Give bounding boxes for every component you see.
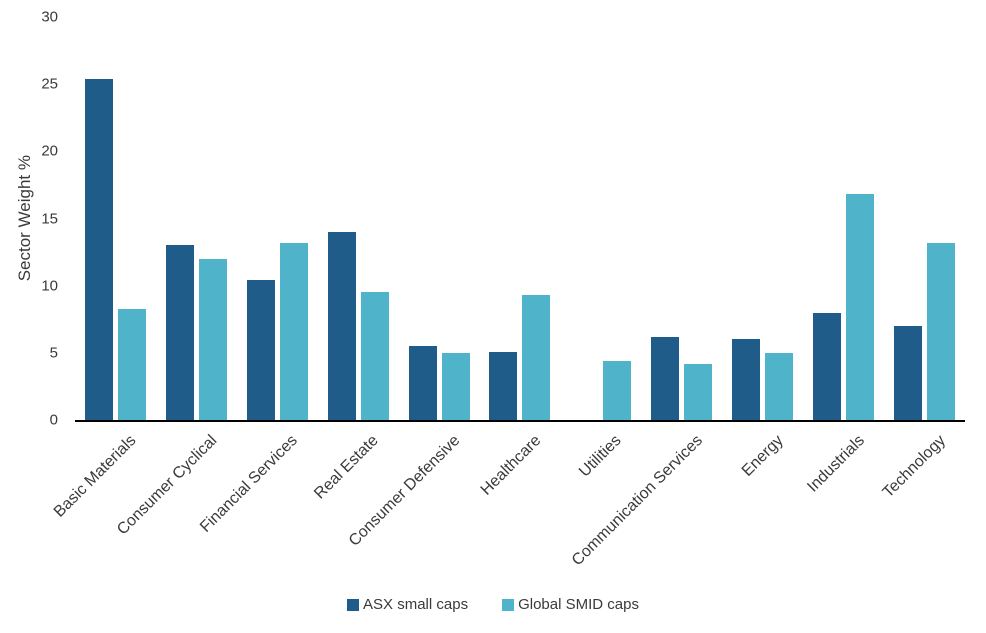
y-tick-label: 0 — [49, 411, 58, 429]
bar-group — [237, 17, 318, 420]
bar-series-0 — [246, 280, 275, 420]
bar-series-0 — [894, 325, 923, 420]
bar-series-0 — [732, 339, 761, 420]
x-axis-label: Communication Services — [568, 432, 706, 570]
legend-label-asx-small-caps: ASX small caps — [363, 596, 469, 613]
legend: ASX small caps Global SMID caps — [0, 596, 986, 613]
bar-series-0 — [84, 78, 113, 420]
bar-series-1 — [117, 308, 146, 420]
y-tick-label: 20 — [41, 142, 58, 160]
y-tick-label: 10 — [41, 277, 58, 295]
bar-series-0 — [651, 336, 680, 420]
x-axis-label: Utilities — [576, 432, 625, 481]
bar-series-0 — [408, 346, 437, 420]
bar-series-1 — [522, 295, 551, 420]
bar-series-1 — [684, 363, 713, 420]
bar-series-1 — [279, 242, 308, 420]
legend-swatch-global-smid-caps — [502, 598, 515, 611]
y-tick-label: 25 — [41, 75, 58, 93]
bar-group — [560, 17, 641, 420]
x-axis-label: Industrials — [804, 432, 868, 496]
y-tick-label: 5 — [49, 344, 58, 362]
bar-group — [480, 17, 561, 420]
bar-group — [884, 17, 965, 420]
bar-series-1 — [846, 194, 875, 420]
bar-series-0 — [489, 351, 518, 420]
x-axis-label: Energy — [738, 432, 787, 480]
legend-item-asx-small-caps: ASX small caps — [347, 596, 468, 613]
bar-series-1 — [360, 292, 389, 420]
x-axis-label: Healthcare — [477, 432, 545, 499]
bar-series-0 — [813, 312, 842, 420]
bar-series-1 — [198, 258, 227, 420]
bar-group — [318, 17, 399, 420]
x-axis-label: Basic Materials — [50, 432, 140, 521]
plot-area — [75, 17, 965, 422]
bar-series-1 — [927, 242, 956, 420]
bar-series-1 — [603, 360, 632, 420]
x-axis-label: Technology — [879, 432, 949, 502]
bar-group — [399, 17, 480, 420]
bar-group — [722, 17, 803, 420]
x-axis-label: Real Estate — [311, 432, 383, 503]
x-axis-labels: Basic Materials Consumer Cyclical Financia… — [51, 424, 965, 584]
y-tick-label: 15 — [41, 210, 58, 227]
bar-series-1 — [765, 352, 794, 420]
legend-swatch-asx-small-caps — [347, 598, 360, 611]
legend-item-global-smid-caps: Global SMID caps — [502, 596, 639, 613]
bar-series-0 — [327, 231, 356, 420]
y-tick-label: 30 — [41, 8, 58, 26]
bar-group — [156, 17, 237, 420]
bar-series-1 — [441, 352, 470, 420]
bar-group — [803, 17, 884, 420]
y-axis-ticks: 0 5 10 15 20 25 30 — [0, 9, 58, 429]
bar-series-0 — [165, 245, 194, 420]
bar-group — [75, 17, 156, 420]
bar-group — [641, 17, 722, 420]
legend-label-global-smid-caps: Global SMID caps — [518, 596, 639, 613]
